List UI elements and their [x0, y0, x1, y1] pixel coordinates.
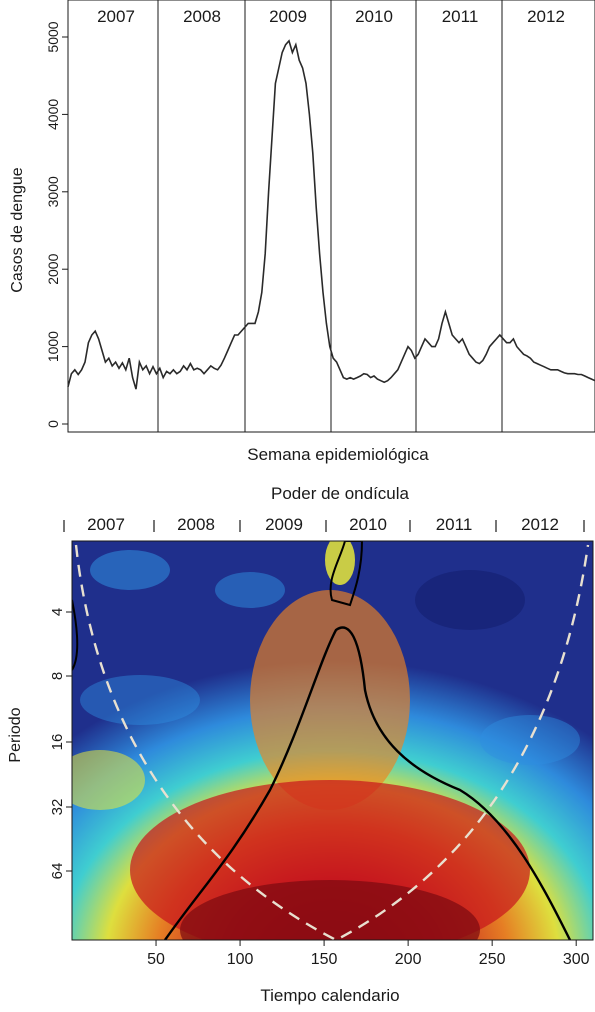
- top-year-dividers: [157, 0, 503, 432]
- year-label: 2008: [177, 515, 215, 534]
- wavelet-heatmap: [72, 541, 593, 940]
- year-label: 2011: [442, 7, 479, 26]
- blob: [180, 880, 480, 940]
- year-label: 2007: [97, 7, 135, 26]
- y-tick-label: 2000: [45, 253, 61, 284]
- year-label: 2009: [269, 7, 307, 26]
- blob: [415, 570, 525, 630]
- y-tick-label: 3000: [45, 176, 61, 207]
- series-line: [67, 39, 595, 390]
- bottom-plot-frame: [71, 540, 594, 941]
- x-tick-label: 100: [227, 951, 254, 968]
- significance-contour-left: [72, 599, 79, 671]
- year-label: 2010: [355, 7, 393, 26]
- year-label: 2010: [349, 515, 387, 534]
- x-tick-label: 250: [479, 951, 506, 968]
- blob: [250, 590, 410, 810]
- y-tick-label: 1000: [45, 331, 61, 362]
- year-label: 2007: [87, 515, 125, 534]
- top-ylabel: Casos de dengue: [9, 167, 26, 293]
- top-year-labels: 2007 2008 2009 2010 2011 2012: [97, 7, 565, 26]
- year-label: 2012: [527, 7, 565, 26]
- bottom-ylabel: Periodo: [7, 707, 24, 762]
- y-tick-label: 8: [49, 672, 66, 680]
- y-tick-label: 4000: [45, 99, 61, 130]
- blob: [325, 541, 355, 585]
- x-tick-label: 150: [311, 951, 338, 968]
- y-tick-label: 16: [49, 734, 66, 751]
- year-label: 2008: [183, 7, 221, 26]
- y-tick-label: 4: [49, 608, 66, 616]
- year-label: 2011: [436, 515, 473, 534]
- year-label: 2012: [521, 515, 559, 534]
- blob: [480, 715, 580, 765]
- y-tick-label: 0: [45, 420, 61, 428]
- top-chart: 2007 2008 2009 2010 2011 2012 0 1000 2000 3000 40…: [9, 0, 595, 464]
- significance-contour-top: [329, 541, 364, 607]
- blob: [80, 675, 200, 725]
- x-tick-label: 300: [563, 951, 590, 968]
- top-xlabel: Semana epidemiológica: [247, 445, 429, 464]
- top-y-ticks: 0 1000 2000 3000 4000 5000: [45, 21, 68, 428]
- x-tick-label: 50: [147, 951, 165, 968]
- bottom-xlabel: Tiempo calendario: [260, 986, 399, 1005]
- significance-contour-main: [164, 626, 572, 940]
- blob: [72, 750, 145, 810]
- year-label: 2009: [265, 515, 303, 534]
- blob: [90, 550, 170, 590]
- y-tick-label: 64: [49, 863, 66, 880]
- y-tick-label: 32: [49, 799, 66, 816]
- bottom-chart: Poder de ondícula 2007 2008 2009 2010 2011 20…: [7, 484, 594, 1005]
- bottom-y-ticks: 4 8 16 32 64: [49, 608, 72, 880]
- x-tick-label: 200: [395, 951, 422, 968]
- bottom-title: Poder de ondícula: [271, 484, 410, 503]
- cone-of-influence: [74, 544, 590, 940]
- blob: [215, 572, 285, 608]
- bottom-x-ticks: 50 100 150 200 250 300: [147, 940, 590, 968]
- bottom-year-labels: 2007 2008 2009 2010 2011 2012: [63, 515, 585, 534]
- y-tick-label: 5000: [45, 21, 61, 52]
